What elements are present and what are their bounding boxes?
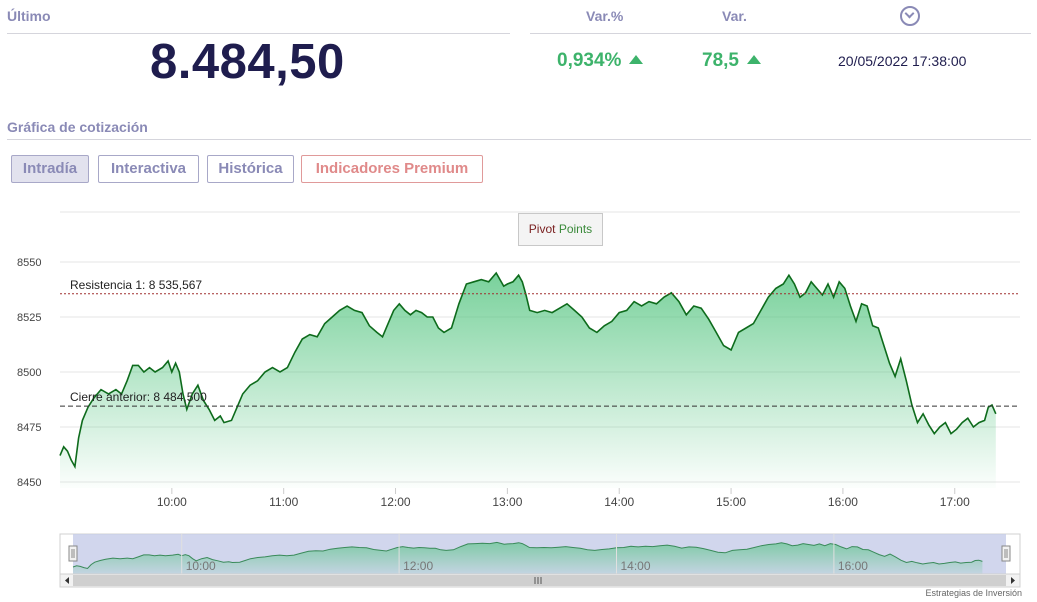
quote-datetime: 20/05/2022 17:38:00 <box>838 53 967 69</box>
section-title: Gráfica de cotización <box>7 119 148 135</box>
scroll-left-arrow-icon[interactable] <box>65 577 69 584</box>
intraday-chart: 8450 8475 8500 8525 8550 10:00 11:00 12:00 13:00… <box>17 211 1021 588</box>
y-tick-label: 8450 <box>17 477 41 489</box>
y-tick-label: 8550 <box>17 257 41 269</box>
navigator-tick-label: 10:00 <box>186 559 216 573</box>
last-price-label: Último <box>7 8 51 24</box>
x-tick-label: 11:00 <box>269 495 298 509</box>
section-divider <box>7 139 1031 140</box>
last-price-value: 8.484,50 <box>150 35 345 89</box>
pivot-label-part2: Points <box>558 222 593 236</box>
navigator-tick-label: 14:00 <box>620 559 650 573</box>
navigator-left-handle[interactable] <box>68 545 78 562</box>
source-credit: Estrategias de Inversión <box>925 588 1022 598</box>
tab-historic[interactable]: Histórica <box>207 155 294 183</box>
tab-intraday[interactable]: Intradía <box>11 155 89 183</box>
var-label: Var. <box>722 8 747 24</box>
header-divider-right <box>530 33 1031 34</box>
navigator-tick-label: 16:00 <box>838 559 868 573</box>
previous-close-label: Cierre anterior: 8 484,500 <box>70 390 207 404</box>
resistance-label: Resistencia 1: 8 535,567 <box>70 278 202 292</box>
var-pct-cell: 0,934% <box>557 50 644 72</box>
y-tick-label: 8500 <box>17 367 41 379</box>
x-tick-label: 13:00 <box>492 495 522 509</box>
price-line <box>59 271 997 470</box>
x-tick-label: 14:00 <box>604 495 634 509</box>
var-pct-value: 0,934% <box>557 50 622 71</box>
tab-premium-indicators[interactable]: Indicadores Premium <box>301 155 483 183</box>
tab-interactive[interactable]: Interactiva <box>98 155 199 183</box>
scroll-right-arrow-icon[interactable] <box>1011 577 1015 584</box>
pivot-label-part1: Pivot <box>528 222 556 236</box>
var-pct-label: Var.% <box>586 8 624 24</box>
navigator-tick-label: 12:00 <box>403 559 433 573</box>
x-tick-label: 12:00 <box>381 495 411 509</box>
navigator-right-handle[interactable] <box>1001 545 1011 562</box>
price-area <box>60 273 996 488</box>
y-tick-label: 8525 <box>17 312 41 324</box>
pivot-points-button[interactable]: Pivot Points <box>518 213 603 246</box>
y-tick-label: 8475 <box>17 422 41 434</box>
navigator-line <box>72 541 983 570</box>
navigator-area <box>73 542 983 574</box>
var-cell: 78,5 <box>702 50 761 72</box>
x-tick-label: 15:00 <box>716 495 746 509</box>
var-value: 78,5 <box>702 50 739 71</box>
clock-chevron-icon[interactable] <box>900 6 920 26</box>
x-tick-label: 10:00 <box>157 495 187 509</box>
x-tick-label: 17:00 <box>940 495 970 509</box>
up-triangle-icon <box>629 55 644 64</box>
scrollbar-thumb[interactable] <box>73 575 1006 586</box>
header-divider-left <box>7 33 510 34</box>
x-tick-label: 16:00 <box>828 495 858 509</box>
up-triangle-icon <box>746 55 761 64</box>
